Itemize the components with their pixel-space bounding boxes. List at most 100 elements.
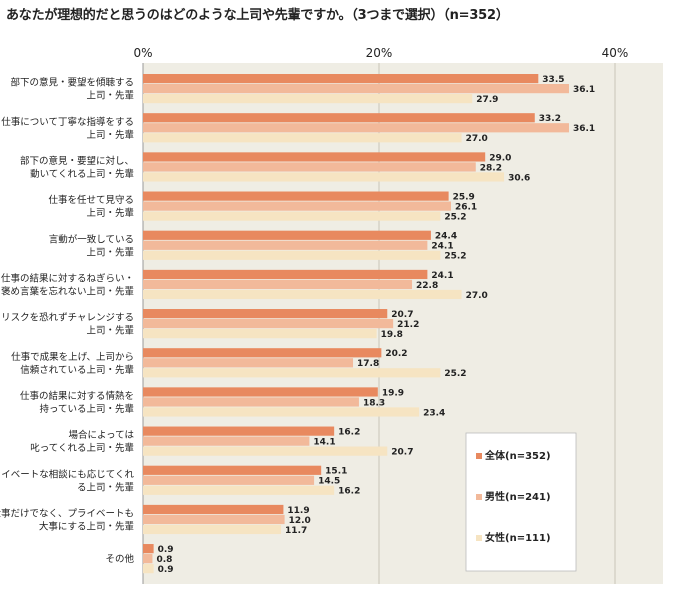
- data-label: 24.1: [431, 271, 453, 281]
- bar: [143, 74, 539, 84]
- data-label: 18.3: [363, 398, 385, 408]
- data-label: 28.2: [480, 163, 502, 173]
- data-label: 27.9: [476, 95, 498, 105]
- bar: [143, 564, 154, 574]
- data-label: 36.1: [573, 124, 595, 134]
- bar: [143, 123, 569, 133]
- bar: [143, 211, 441, 221]
- bar: [143, 133, 462, 143]
- data-label: 19.8: [381, 330, 403, 340]
- category-label: 上司・先輩: [86, 129, 134, 141]
- bar: [143, 504, 284, 515]
- category-label: 場合によっては: [68, 429, 134, 441]
- data-label: 29.0: [489, 153, 511, 163]
- legend-label: 全体(n=352): [484, 449, 551, 462]
- bar: [143, 309, 388, 319]
- data-label: 22.8: [416, 281, 438, 291]
- bar: [143, 191, 449, 201]
- data-label: 27.0: [466, 134, 488, 144]
- bar: [143, 554, 153, 564]
- data-label: 21.2: [397, 320, 419, 330]
- bar: [143, 446, 388, 456]
- data-label: 0.9: [158, 545, 174, 555]
- bar: [143, 436, 310, 446]
- data-label: 15.1: [325, 467, 347, 477]
- bar: [143, 465, 322, 475]
- category-label: 動いてくれる上司・先輩: [30, 168, 134, 180]
- bar: [143, 319, 394, 329]
- bar: [143, 172, 505, 182]
- category-label: 信頼されている上司・先輩: [20, 364, 134, 376]
- legend-swatch: [476, 494, 482, 500]
- data-label: 25.2: [444, 252, 466, 262]
- bar: [143, 230, 431, 240]
- bar: [143, 269, 428, 280]
- data-label: 30.6: [508, 173, 530, 183]
- category-label: プライベートな相談にも応じてくれ: [0, 468, 134, 480]
- category-label: 部下の意見・要望に対し、: [20, 155, 134, 167]
- bar: [143, 514, 285, 525]
- data-label: 20.2: [385, 349, 407, 359]
- bar: [143, 250, 441, 260]
- category-label: 仕事だけでなく、プライベートも: [0, 507, 134, 519]
- data-label: 33.5: [542, 75, 564, 85]
- category-label: 叱ってくれる上司・先輩: [30, 442, 134, 454]
- x-tick-label: 20%: [366, 46, 393, 60]
- bar: [143, 475, 315, 485]
- bar: [143, 358, 354, 368]
- data-label: 24.4: [435, 232, 457, 242]
- x-tick-label: 40%: [602, 46, 629, 60]
- category-label: 大事にする上司・先輩: [39, 520, 134, 532]
- data-label: 33.2: [539, 114, 561, 124]
- data-label: 25.2: [444, 213, 466, 223]
- category-label: その他: [105, 553, 134, 565]
- bar: [143, 152, 486, 162]
- category-label: 仕事の結果に対するねぎらい・: [1, 272, 134, 284]
- data-label: 20.7: [391, 310, 413, 320]
- category-label: る上司・先輩: [77, 481, 134, 493]
- data-label: 11.7: [285, 526, 307, 536]
- data-label: 0.9: [158, 565, 174, 575]
- bar: [143, 524, 282, 535]
- data-label: 26.1: [455, 203, 477, 213]
- bar: [143, 387, 378, 397]
- legend-label: 女性(n=111): [485, 531, 551, 544]
- bar: [143, 279, 413, 290]
- legend-swatch: [476, 453, 482, 459]
- bar: [143, 397, 359, 407]
- category-label: 仕事で成果を上げ、上司から: [11, 351, 134, 363]
- data-label: 12.0: [289, 516, 311, 526]
- category-label: 部下の意見・要望を傾聴する: [10, 77, 134, 89]
- category-label: 上司・先輩: [86, 90, 134, 102]
- bar: [143, 329, 377, 339]
- bar: [143, 348, 382, 358]
- x-tick-label: 0%: [133, 46, 152, 60]
- data-label: 14.5: [318, 477, 340, 487]
- bar: [143, 84, 569, 94]
- data-label: 25.9: [453, 193, 475, 203]
- data-label: 19.9: [382, 388, 404, 398]
- data-label: 0.8: [156, 555, 172, 565]
- category-label: 褒め言葉を忘れない上司・先輩: [1, 285, 134, 297]
- category-label: 仕事について丁寧な指導をする: [1, 116, 134, 128]
- category-label: リスクを恐れずチャレンジする: [1, 313, 134, 324]
- data-label: 23.4: [423, 408, 445, 418]
- bar: [143, 201, 451, 211]
- category-label: 上司・先輩: [86, 207, 134, 219]
- data-label: 24.1: [431, 242, 453, 252]
- bar: [143, 162, 476, 172]
- bar: [143, 113, 535, 123]
- chart-title: あなたが理想的だと思うのはどのような上司や先輩ですか。（3つまで選択）（n=35…: [6, 8, 509, 23]
- legend-box: [465, 432, 577, 572]
- data-label: 14.1: [313, 438, 335, 448]
- data-label: 16.2: [338, 487, 360, 497]
- category-label: 上司・先輩: [86, 325, 134, 337]
- data-label: 25.2: [444, 369, 466, 379]
- category-label: 仕事を任せて見守る: [48, 194, 134, 206]
- bar: [143, 94, 473, 104]
- data-label: 11.9: [287, 506, 309, 516]
- bar: [143, 240, 428, 250]
- bar: [143, 544, 154, 554]
- category-label: 持っている上司・先輩: [39, 403, 134, 415]
